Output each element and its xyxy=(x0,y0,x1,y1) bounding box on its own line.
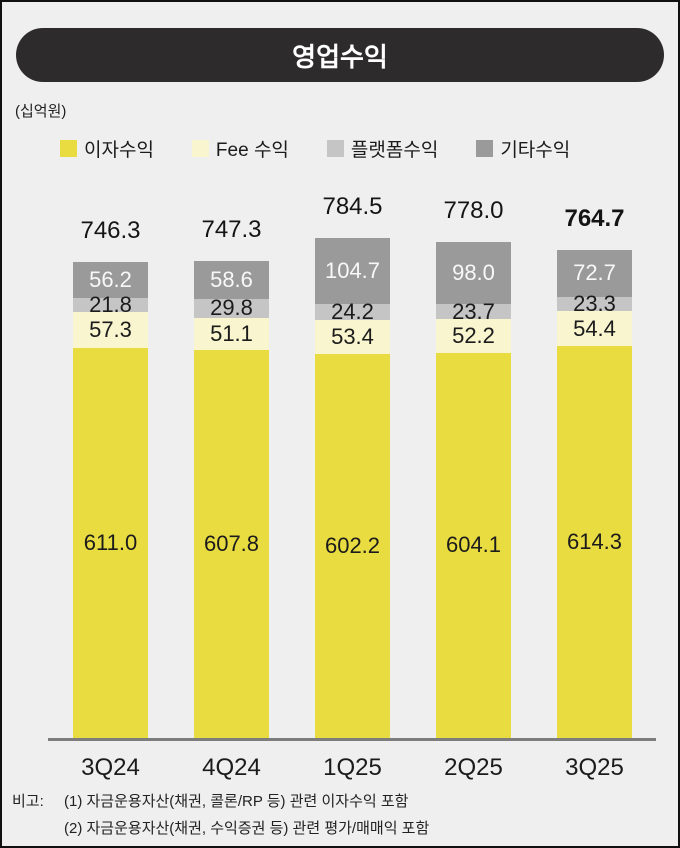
bar-segment-value: 53.4 xyxy=(331,323,374,349)
bar-group-1q25: 784.5 104.7 24.2 53.4 602.2 1Q25 xyxy=(315,193,390,781)
bar-segment-value: 602.2 xyxy=(324,532,381,558)
bar-segment-value: 52.2 xyxy=(452,322,495,348)
bar-segment-platform-income: 23.7 xyxy=(436,300,511,322)
bar-segment-other-income: 98.0 xyxy=(436,241,511,305)
bar-segment-value: 23.3 xyxy=(573,290,616,316)
legend: 이자수익 Fee 수익 플랫폼수익 기타수익 xyxy=(60,135,570,162)
bar-segment-value: 611.0 xyxy=(83,530,138,556)
x-axis-label-2q25: 2Q25 xyxy=(444,754,503,781)
bar-segment-interest-income: 604.1 xyxy=(436,352,511,738)
x-axis-label-1q25: 1Q25 xyxy=(323,754,382,781)
x-axis-label-3q25: 3Q25 xyxy=(565,754,624,781)
bar-segment-other-income: 72.7 xyxy=(557,250,632,297)
bar-segment-fee-income: 54.4 xyxy=(557,311,632,347)
footnote-line: (1) 자금운용자산(채권, 콜론/RP 등) 관련 이자수익 포함 xyxy=(64,793,409,810)
bar-segment-value: 58.6 xyxy=(210,266,253,292)
legend-label: 기타수익 xyxy=(500,140,571,161)
footnote-label: 비고: xyxy=(12,793,44,810)
bar-group-3q24: 746.3 56.2 21.8 57.3 611.0 3Q24 xyxy=(73,217,148,781)
bar-segment-value: 24.2 xyxy=(331,299,374,325)
bar-segment-value: 29.8 xyxy=(210,295,253,321)
legend-item-other-income: 기타수익 xyxy=(476,135,570,162)
bar-group-4q24: 747.3 58.6 29.8 51.1 607.8 4Q24 xyxy=(194,216,269,781)
bar-segment-platform-income: 29.8 xyxy=(194,295,269,321)
bar-group-3q25: 764.7 72.7 23.3 54.4 614.3 3Q25 xyxy=(557,205,632,781)
footnote-lines: (1) 자금운용자산(채권, 콜론/RP 등) 관련 이자수익 포함 (2) 자… xyxy=(64,788,429,842)
bar-segment-value: 21.8 xyxy=(89,291,132,317)
legend-item-interest-income: 이자수익 xyxy=(60,135,154,162)
bar-segment-value: 54.4 xyxy=(573,315,616,341)
bar-segment-platform-income: 21.8 xyxy=(73,293,148,315)
x-axis-label-3q24: 3Q24 xyxy=(81,754,140,781)
bar-segment-value: 56.2 xyxy=(89,266,132,292)
legend-swatch-fee-income xyxy=(191,140,209,157)
bar-segment-platform-income: 24.2 xyxy=(315,301,390,323)
bar-segment-fee-income: 52.2 xyxy=(436,319,511,353)
bar-segment-value: 607.8 xyxy=(203,531,260,557)
bar-group-2q25: 778.0 98.0 23.7 52.2 604.1 2Q25 xyxy=(436,197,511,781)
bar-segment-interest-income: 614.3 xyxy=(557,346,632,738)
bar-segment-value: 23.7 xyxy=(452,298,495,324)
legend-label: 이자수익 xyxy=(84,140,154,161)
bar-total-label: 747.3 xyxy=(201,216,262,244)
legend-swatch-platform-income xyxy=(326,140,344,157)
legend-swatch-interest-income xyxy=(60,140,77,157)
footnote: 비고: (1) 자금운용자산(채권, 콜론/RP 등) 관련 이자수익 포함 (… xyxy=(12,788,429,842)
bar-segment-other-income: 58.6 xyxy=(194,261,269,299)
bar-total-label: 764.7 xyxy=(564,205,625,233)
chart-title-bar: 영업수익 xyxy=(16,28,664,82)
bar-segment-interest-income: 611.0 xyxy=(73,348,148,738)
x-axis-label-4q24: 4Q24 xyxy=(202,754,261,781)
bar-total-label: 746.3 xyxy=(80,216,141,244)
chart-title: 영업수익 xyxy=(292,41,388,72)
bar-segment-fee-income: 53.4 xyxy=(315,319,390,354)
footnote-line: (2) 자금운용자산(채권, 수익증권 등) 관련 평가/매매익 포함 xyxy=(64,820,430,837)
legend-item-fee-income: Fee 수익 xyxy=(191,135,289,162)
bar-segment-other-income: 56.2 xyxy=(73,261,148,298)
x-axis-line xyxy=(48,738,656,741)
bar-segment-fee-income: 51.1 xyxy=(194,317,269,351)
bar-segment-value: 104.7 xyxy=(324,257,381,283)
legend-item-platform-income: 플랫폼수익 xyxy=(326,135,439,162)
bar-segment-value: 98.0 xyxy=(452,259,495,285)
bar-segment-value: 604.1 xyxy=(445,532,502,558)
bar-segment-interest-income: 607.8 xyxy=(194,350,269,738)
legend-label: 플랫폼수익 xyxy=(350,140,439,161)
bar-segment-other-income: 104.7 xyxy=(315,237,390,305)
bar-segment-value: 72.7 xyxy=(573,260,616,286)
bar-total-label: 784.5 xyxy=(322,192,383,220)
bar-segment-value: 51.1 xyxy=(210,320,253,346)
bar-segment-value: 614.3 xyxy=(566,529,623,555)
bar-segment-interest-income: 602.2 xyxy=(315,353,390,738)
unit-label: (십억원) xyxy=(15,103,67,120)
bar-total-label: 778.0 xyxy=(443,196,504,224)
bar-segment-value: 57.3 xyxy=(89,316,132,342)
legend-label: Fee 수익 xyxy=(215,140,289,161)
legend-swatch-other-income xyxy=(476,140,494,157)
bar-segment-fee-income: 57.3 xyxy=(73,311,148,349)
bar-segment-platform-income: 23.3 xyxy=(557,292,632,314)
